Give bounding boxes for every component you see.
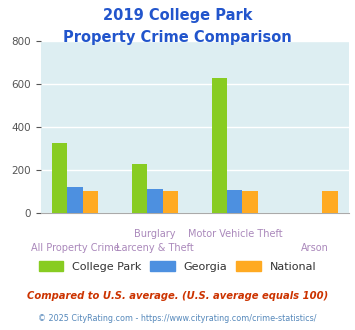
Bar (147, 189, 163, 213)
Text: Arson: Arson (301, 243, 329, 253)
Bar (212, 78, 227, 213)
Text: Property Crime Comparison: Property Crime Comparison (63, 30, 292, 45)
Bar (322, 191, 338, 213)
Bar (227, 190, 242, 213)
Bar (83, 191, 98, 213)
Bar (67, 187, 83, 213)
Text: Compared to U.S. average. (U.S. average equals 100): Compared to U.S. average. (U.S. average … (27, 291, 328, 301)
Bar (163, 191, 178, 213)
Bar (132, 164, 147, 213)
Text: © 2025 CityRating.com - https://www.cityrating.com/crime-statistics/: © 2025 CityRating.com - https://www.city… (38, 314, 317, 323)
Text: Burglary: Burglary (134, 229, 176, 239)
Bar (52, 143, 67, 213)
Text: Larceny & Theft: Larceny & Theft (116, 243, 194, 253)
Text: 2019 College Park: 2019 College Park (103, 8, 252, 23)
Legend: College Park, Georgia, National: College Park, Georgia, National (39, 261, 316, 272)
Text: All Property Crime: All Property Crime (31, 243, 119, 253)
Bar (242, 191, 258, 213)
Text: Motor Vehicle Theft: Motor Vehicle Theft (187, 229, 282, 239)
